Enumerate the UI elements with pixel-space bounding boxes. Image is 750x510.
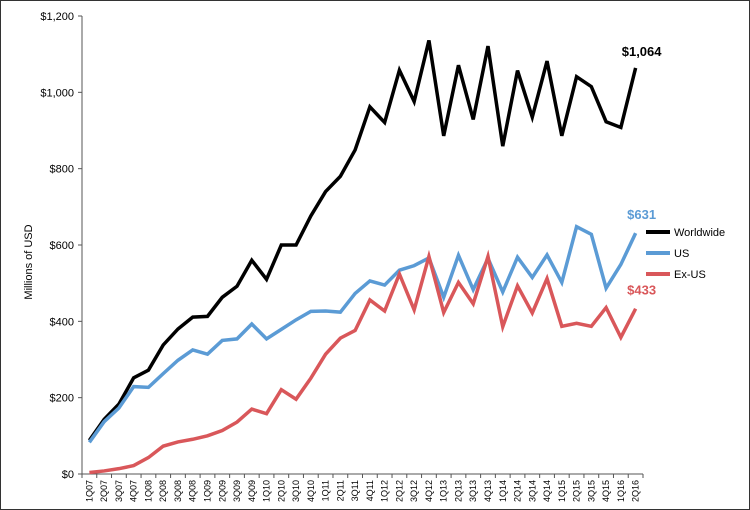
x-tick-label: 1Q10 xyxy=(262,480,272,502)
x-tick-label: 2Q07 xyxy=(99,480,109,502)
x-tick-label: 4Q08 xyxy=(188,480,198,502)
x-axis: 1Q07 2Q07 3Q07 4Q07 1Q08 2Q08 3Q08 4Q08 1Q09 2Q09… xyxy=(81,473,644,502)
legend-label: Worldwide xyxy=(674,227,725,239)
x-tick-label: 3Q07 xyxy=(114,480,124,502)
y-tick-label: $1,000 xyxy=(40,87,74,99)
x-tick-label: 2Q10 xyxy=(276,480,286,502)
y-tick-label: $0 xyxy=(62,469,74,481)
legend-label: Ex-US xyxy=(674,269,706,281)
x-tick-label: 4Q15 xyxy=(601,480,611,502)
x-tick-label: 4Q10 xyxy=(306,480,316,502)
y-axis-label: Millions of USD xyxy=(23,224,35,299)
x-tick-label: 2Q14 xyxy=(513,480,523,502)
x-tick-label: 1Q16 xyxy=(616,480,626,502)
x-tick-label: 3Q14 xyxy=(527,480,537,502)
x-tick-label: 1Q12 xyxy=(380,480,390,502)
legend-label: US xyxy=(674,248,689,260)
x-tick-label: 1Q14 xyxy=(498,480,508,502)
x-tick-label: 1Q11 xyxy=(321,480,331,501)
x-tick-label: 2Q11 xyxy=(335,480,345,501)
x-tick-label: 3Q10 xyxy=(291,480,301,502)
x-tick-label: 2Q16 xyxy=(631,480,641,502)
x-tick-label: 2Q08 xyxy=(158,480,168,502)
x-tick-label: 1Q08 xyxy=(143,480,153,502)
end-value-label: $1,064 xyxy=(622,44,663,59)
x-tick-label: 4Q14 xyxy=(542,480,552,502)
x-tick-label: 3Q11 xyxy=(350,480,360,501)
y-tick-label: $400 xyxy=(50,316,74,328)
series-line-worldwide xyxy=(87,40,638,442)
x-tick-label: 4Q09 xyxy=(247,480,257,502)
end-value-label: $433 xyxy=(627,283,656,298)
y-tick-label: $800 xyxy=(50,164,74,176)
x-tick-label: 4Q13 xyxy=(483,480,493,502)
y-axis: $0 $200 $400 $600 $800 $1,000 $1,200 xyxy=(40,11,83,481)
x-tick-label: 1Q13 xyxy=(439,480,449,502)
x-tick-label: 2Q15 xyxy=(572,480,582,502)
end-labels: $1,064 $631 $433 xyxy=(622,44,663,298)
x-tick-label: 1Q07 xyxy=(84,480,94,502)
x-tick-label: 3Q12 xyxy=(409,480,419,502)
series-line-ex-us xyxy=(89,249,638,475)
legend: Worldwide US Ex-US xyxy=(646,227,725,281)
x-tick-label: 3Q09 xyxy=(232,480,242,502)
x-tick-label: 4Q12 xyxy=(424,480,434,502)
x-tick-label: 3Q13 xyxy=(468,480,478,502)
series-layer xyxy=(87,40,638,475)
y-tick-label: $1,200 xyxy=(40,11,74,23)
x-tick-label: 3Q08 xyxy=(173,480,183,502)
x-tick-label: 2Q12 xyxy=(394,480,404,502)
y-tick-label: $200 xyxy=(50,393,74,405)
x-tick-label: 2Q13 xyxy=(453,480,463,502)
x-tick-label: 2Q09 xyxy=(217,480,227,502)
x-tick-label: 1Q09 xyxy=(202,480,212,502)
x-tick-label: 1Q15 xyxy=(557,480,567,502)
x-tick-label: 4Q07 xyxy=(129,480,139,502)
y-tick-label: $600 xyxy=(50,240,74,252)
series-line-us xyxy=(87,224,638,444)
end-value-label: $631 xyxy=(627,207,656,222)
x-tick-label: 4Q11 xyxy=(365,480,375,501)
x-tick-label: 3Q15 xyxy=(586,480,596,502)
